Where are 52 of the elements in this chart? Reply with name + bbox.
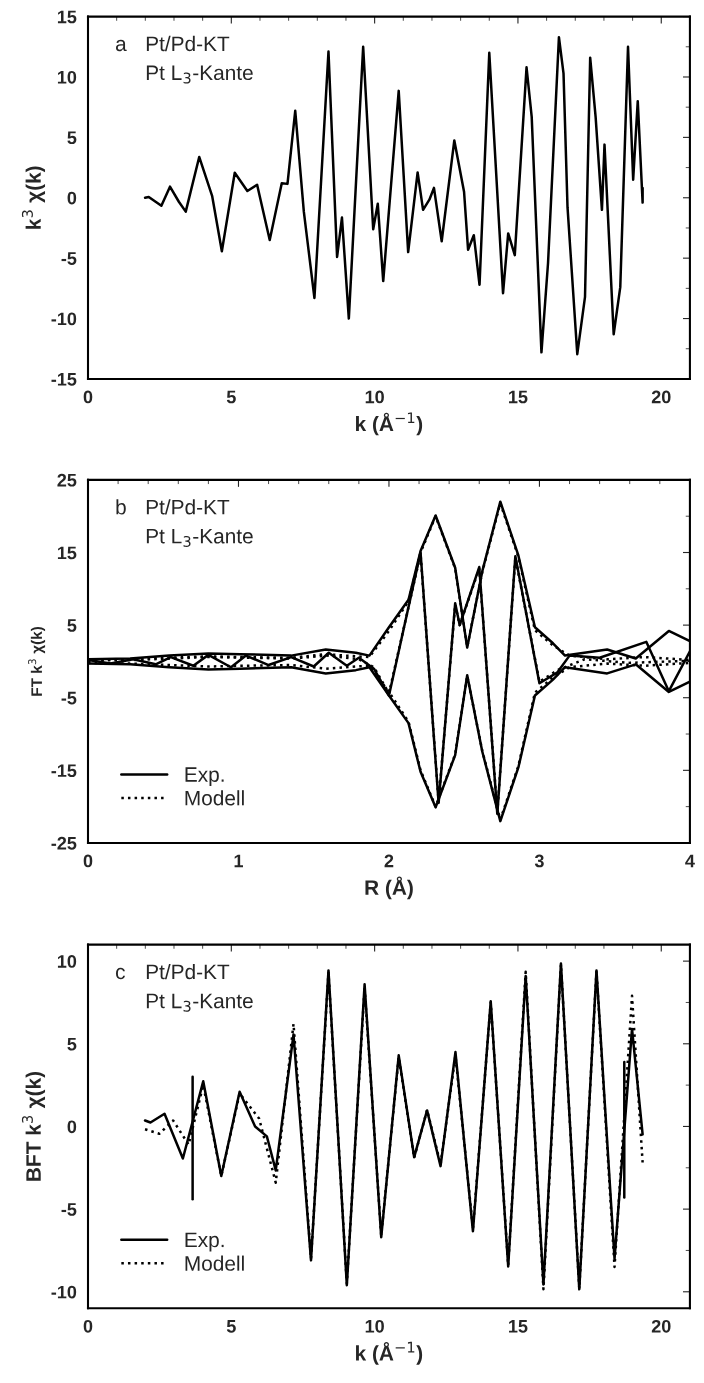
legend-label: Modell [185,790,244,806]
annotation: Pt/Pd-KT [146,963,230,980]
x-tick-label: 3 [534,854,544,868]
x-tick-label: 10 [365,1319,384,1333]
x-tick-label: 4 [685,854,695,868]
x-tick-label: 5 [226,1320,236,1333]
y-tick-label: 15 [57,546,77,560]
y-tick-label: -10 [51,1285,77,1299]
y-axis-title: k$^{3}$ χ(k) [21,166,46,229]
y-tick-label: 15 [57,10,77,24]
y-tick-label: -5 [61,1203,77,1216]
y-tick-label: -10 [51,312,77,326]
y-axis-title: BFT k$^{3}$ χ(k) [21,1071,46,1181]
y-tick-label: -15 [51,373,77,386]
y-tick-label: 5 [67,619,77,632]
x-tick-label: 15 [509,1320,528,1333]
annotation: Pt/Pd-KT [146,499,230,515]
x-tick-label: 2 [384,854,394,868]
x-tick-label: 20 [651,1319,671,1333]
x-tick-label: 0 [83,390,93,404]
x-tick-label: 0 [83,1319,93,1333]
y-tick-label: -15 [51,764,77,778]
y-tick-label: 5 [67,1037,77,1051]
x-axis-title: k (Å$^{−1}$) [356,1341,423,1365]
x-tick-label: 10 [365,390,384,404]
y-tick-label: -25 [51,836,77,850]
annotation: c [115,967,125,980]
x-tick-label: 15 [509,390,528,404]
y-tick-label: -5 [61,691,77,705]
y-tick-label: 25 [57,473,77,487]
y-axis-title: FT k$^{3}$ χ(k) [28,626,46,696]
annotation: a [115,39,127,52]
annotation: Pt L$_{3}$-Kante [146,993,253,1012]
annotation: Pt L$_{3}$-Kante [146,529,253,547]
annotation: Pt/Pd-KT [146,35,230,52]
legend-label: Exp. [185,1232,224,1252]
annotation: b [116,499,126,515]
y-tick-label: -5 [61,252,77,265]
y-tick-label: 5 [67,131,77,145]
y-tick-label: 10 [57,955,77,968]
x-axis-title: k (Å$^{−1}$) [356,412,423,436]
y-tick-label: 10 [57,70,77,84]
x-tick-label: 1 [234,854,243,868]
y-tick-label: 0 [67,1120,77,1134]
x-tick-label: 20 [651,390,671,404]
x-tick-label: 5 [226,390,236,404]
annotation: Pt L$_{3}$-Kante [146,65,253,84]
x-tick-label: 0 [83,854,93,868]
x-axis-title: R (Å) [365,876,413,900]
legend-label: Exp. [185,767,224,787]
y-tick-label: 0 [67,191,77,205]
legend-label: Modell [185,1255,244,1271]
